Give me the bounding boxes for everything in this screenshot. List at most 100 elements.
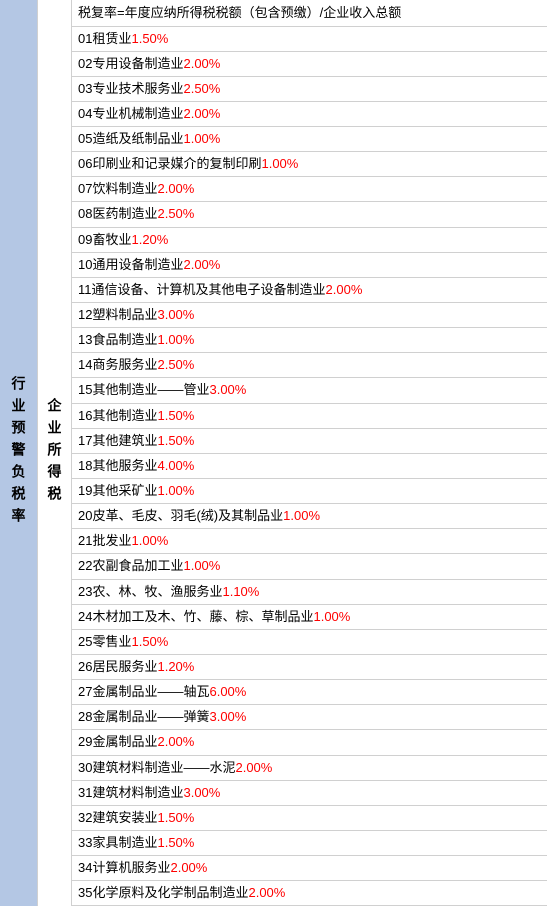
row-number: 15 (78, 380, 92, 400)
row-number: 29 (78, 732, 92, 752)
row-industry-label: 其他采矿业 (92, 481, 157, 501)
table-row: 13 食品制造业 1.00% (72, 328, 547, 353)
row-tax-rate: 1.20% (131, 230, 168, 250)
row-tax-rate: 2.50% (157, 204, 194, 224)
row-industry-label: 其他制造业——管业 (92, 380, 209, 400)
row-number: 05 (78, 129, 92, 149)
row-industry-label: 租赁业 (92, 29, 131, 49)
row-tax-rate: 1.10% (222, 582, 259, 602)
row-number: 20 (78, 506, 92, 526)
row-tax-rate: 3.00% (209, 707, 246, 727)
row-number: 12 (78, 305, 92, 325)
row-number: 21 (78, 531, 92, 551)
row-number: 26 (78, 657, 92, 677)
table-row: 18 其他服务业 4.00% (72, 454, 547, 479)
row-number: 17 (78, 431, 92, 451)
row-number: 34 (78, 858, 92, 878)
row-number: 03 (78, 79, 92, 99)
table-row: 34 计算机服务业 2.00% (72, 856, 547, 881)
table-row: 28 金属制品业——弹簧 3.00% (72, 705, 547, 730)
row-tax-rate: 1.50% (131, 29, 168, 49)
row-tax-rate: 1.00% (313, 607, 350, 627)
row-number: 24 (78, 607, 92, 627)
row-number: 13 (78, 330, 92, 350)
table-row: 14 商务服务业 2.50% (72, 353, 547, 378)
row-industry-label: 建筑材料制造业 (92, 783, 183, 803)
table-row: 30 建筑材料制造业——水泥 2.00% (72, 756, 547, 781)
row-tax-rate: 2.00% (235, 758, 272, 778)
row-number: 10 (78, 255, 92, 275)
row-industry-label: 建筑安装业 (92, 808, 157, 828)
row-tax-rate: 1.50% (131, 632, 168, 652)
row-industry-label: 食品制造业 (92, 330, 157, 350)
row-number: 32 (78, 808, 92, 828)
table-row: 07 饮料制造业 2.00% (72, 177, 547, 202)
row-tax-rate: 1.20% (157, 657, 194, 677)
table-row: 02 专用设备制造业 2.00% (72, 52, 547, 77)
table-content: 税复率=年度应纳所得税税额（包含预缴）/企业收入总额 01 租赁业 1.50%0… (72, 0, 547, 906)
row-tax-rate: 1.00% (157, 481, 194, 501)
table-row: 21 批发业 1.00% (72, 529, 547, 554)
table-row: 10 通用设备制造业 2.00% (72, 253, 547, 278)
row-number: 18 (78, 456, 92, 476)
row-industry-label: 印刷业和记录媒介的复制印刷 (92, 154, 261, 174)
row-industry-label: 化学原料及化学制品制造业 (92, 883, 248, 903)
row-tax-rate: 2.00% (183, 54, 220, 74)
row-number: 16 (78, 406, 92, 426)
table-row: 31 建筑材料制造业 3.00% (72, 781, 547, 806)
row-number: 06 (78, 154, 92, 174)
table-row: 23 农、林、牧、渔服务业 1.10% (72, 580, 547, 605)
row-number: 04 (78, 104, 92, 124)
row-number: 23 (78, 582, 92, 602)
row-industry-label: 畜牧业 (92, 230, 131, 250)
row-industry-label: 金属制品业——轴瓦 (92, 682, 209, 702)
row-industry-label: 造纸及纸制品业 (92, 129, 183, 149)
row-tax-rate: 1.00% (261, 154, 298, 174)
row-number: 27 (78, 682, 92, 702)
row-industry-label: 其他制造业 (92, 406, 157, 426)
row-industry-label: 批发业 (92, 531, 131, 551)
row-industry-label: 医药制造业 (92, 204, 157, 224)
row-tax-rate: 4.00% (157, 456, 194, 476)
row-industry-label: 其他建筑业 (92, 431, 157, 451)
row-number: 33 (78, 833, 92, 853)
row-tax-rate: 1.00% (157, 330, 194, 350)
row-industry-label: 皮革、毛皮、羽毛(绒)及其制品业 (92, 506, 283, 526)
row-tax-rate: 3.00% (209, 380, 246, 400)
row-industry-label: 商务服务业 (92, 355, 157, 375)
row-industry-label: 通信设备、计算机及其他电子设备制造业 (92, 280, 326, 300)
row-tax-rate: 6.00% (209, 682, 246, 702)
table-row: 12 塑料制品业 3.00% (72, 303, 547, 328)
row-industry-label: 居民服务业 (92, 657, 157, 677)
row-number: 14 (78, 355, 92, 375)
table-row: 19 其他采矿业 1.00% (72, 479, 547, 504)
table-row: 15 其他制造业——管业 3.00% (72, 378, 547, 403)
row-industry-label: 塑料制品业 (92, 305, 157, 325)
row-tax-rate: 2.00% (248, 883, 285, 903)
row-number: 11 (78, 280, 92, 300)
row-number: 31 (78, 783, 92, 803)
row-number: 01 (78, 29, 92, 49)
rows-container: 01 租赁业 1.50% 02 专用设备制造业 2.00%03 专业技术服务业 2… (72, 27, 547, 906)
table-row: 24 木材加工及木、竹、藤、棕、草制品业 1.00% (72, 605, 547, 630)
row-tax-rate: 1.00% (183, 556, 220, 576)
row-tax-rate: 1.00% (131, 531, 168, 551)
row-industry-label: 专用设备制造业 (92, 54, 183, 74)
row-industry-label: 计算机服务业 (92, 858, 170, 878)
row-industry-label: 零售业 (92, 632, 131, 652)
row-number: 28 (78, 707, 92, 727)
row-tax-rate: 1.00% (183, 129, 220, 149)
row-industry-label: 农、林、牧、渔服务业 (92, 582, 222, 602)
row-number: 19 (78, 481, 92, 501)
table-row: 25 零售业 1.50% (72, 630, 547, 655)
row-industry-label: 木材加工及木、竹、藤、棕、草制品业 (92, 607, 313, 627)
row-industry-label: 专业技术服务业 (92, 79, 183, 99)
row-industry-label: 农副食品加工业 (92, 556, 183, 576)
row-number: 30 (78, 758, 92, 778)
table-row: 04 专业机械制造业 2.00% (72, 102, 547, 127)
row-tax-rate: 1.50% (157, 833, 194, 853)
category-label-vertical: 行业预警负税率 (0, 0, 38, 906)
table-row: 17 其他建筑业 1.50% (72, 429, 547, 454)
row-tax-rate: 2.00% (170, 858, 207, 878)
row-tax-rate: 2.00% (326, 280, 363, 300)
